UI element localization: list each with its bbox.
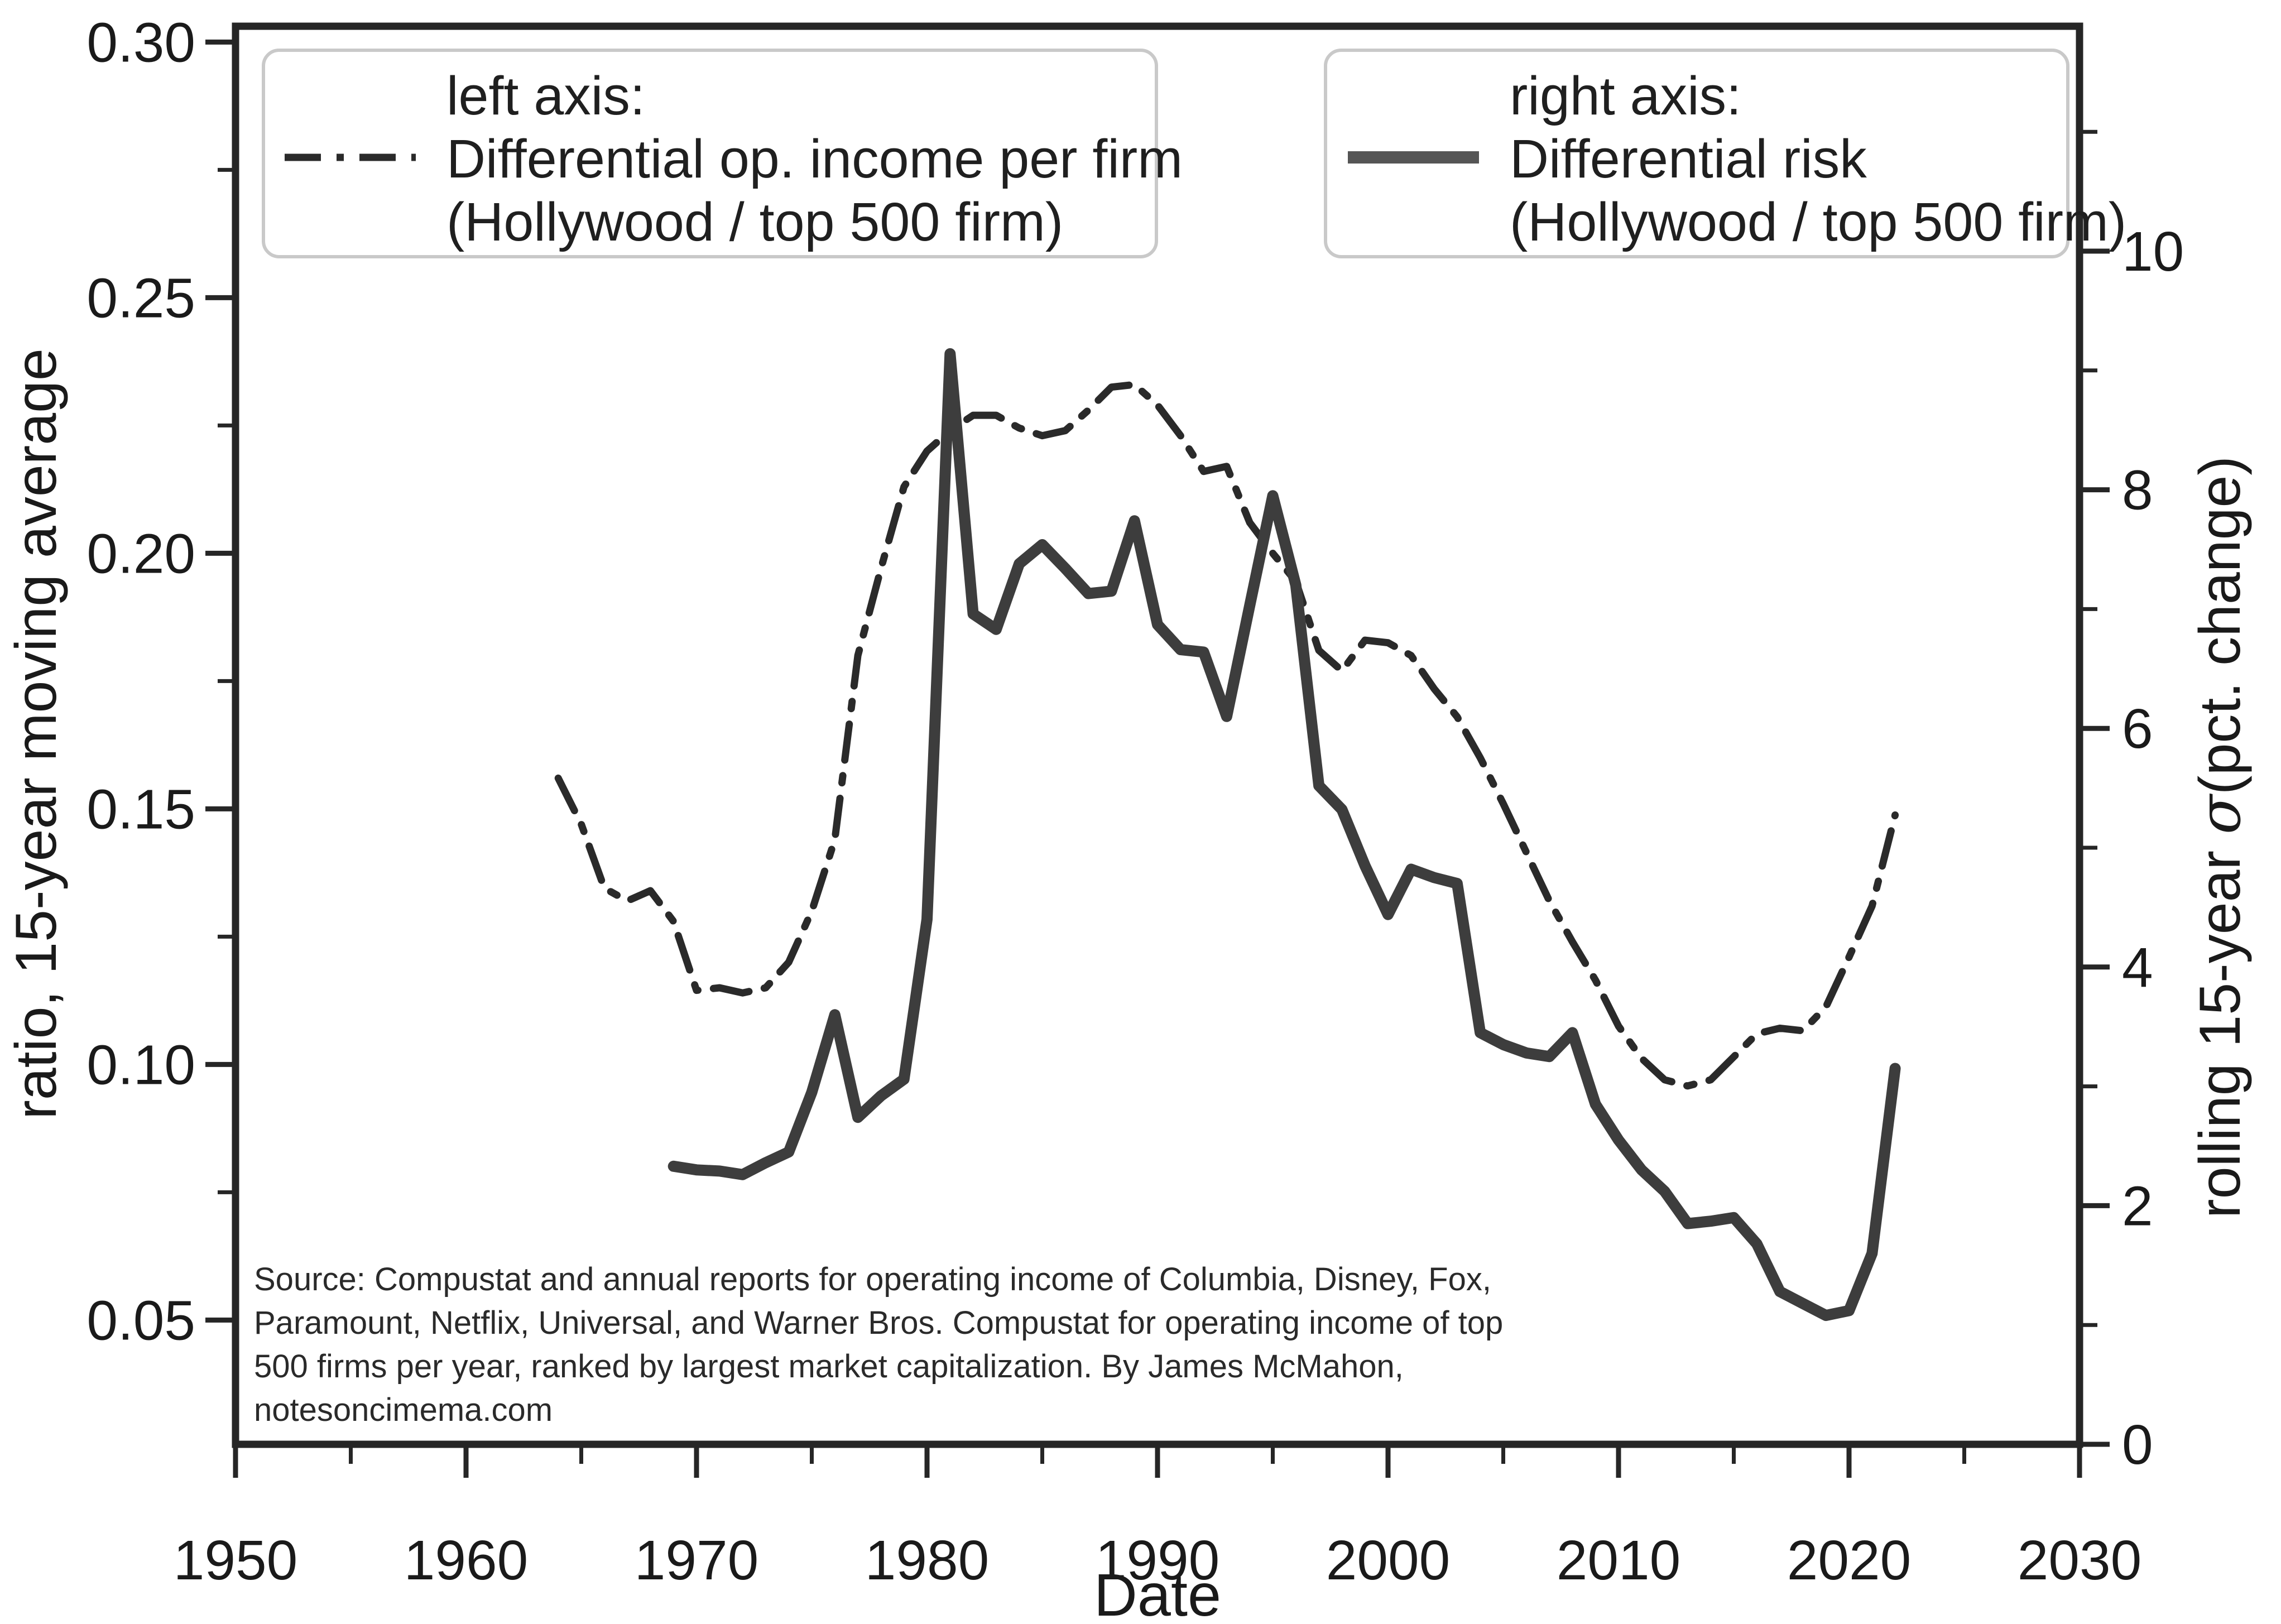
left-tick-label: 0.25 bbox=[87, 267, 195, 329]
legend-right-box bbox=[1324, 49, 2069, 258]
legend-right: right axis: Differential risk (Hollywood… bbox=[1324, 49, 2126, 258]
left-tick-label: 0.15 bbox=[87, 778, 195, 840]
right-tick-label: 8 bbox=[2122, 459, 2153, 522]
legend-right-line2: Differential risk bbox=[1510, 128, 1867, 189]
right-tick-label: 10 bbox=[2122, 220, 2184, 283]
legend-right-line3: (Hollywood / top 500 firm) bbox=[1510, 191, 2126, 252]
source-note-line2: Paramount, Netflix, Universal, and Warne… bbox=[254, 1305, 1503, 1341]
legend-left: left axis: Differential op. income per f… bbox=[262, 49, 1183, 258]
right-axis-title: rolling 15-year σ(pct. change) bbox=[2186, 456, 2254, 1218]
source-note-line1: Source: Compustat and annual reports for… bbox=[254, 1261, 1491, 1298]
left-tick-label: 0.05 bbox=[87, 1289, 195, 1352]
x-tick-label: 1990 bbox=[1096, 1529, 1219, 1592]
x-tick-label: 2030 bbox=[2018, 1529, 2141, 1592]
legend-left-line1: left axis: bbox=[446, 65, 645, 126]
source-note: Source: Compustat and annual reports for… bbox=[254, 1261, 1503, 1428]
x-axis-title: Date bbox=[1094, 1561, 1221, 1624]
x-tick-label: 1960 bbox=[404, 1529, 528, 1592]
legend-left-box bbox=[262, 49, 1158, 258]
x-tick-label: 2010 bbox=[1557, 1529, 1680, 1592]
source-note-line4: notesoncimema.com bbox=[254, 1392, 553, 1428]
right-tick-label: 4 bbox=[2122, 936, 2153, 999]
left-tick-label: 0.30 bbox=[87, 11, 195, 74]
generated-chart-content: 1950 1960 1970 1980 1990 2000 2010 2020 20300.05… bbox=[87, 11, 2184, 1592]
legend-left-line3: (Hollywood / top 500 firm) bbox=[446, 191, 1063, 252]
right-tick-label: 0 bbox=[2122, 1414, 2153, 1476]
x-tick-label: 1950 bbox=[174, 1529, 297, 1592]
legend-left-line2: Differential op. income per firm bbox=[446, 128, 1183, 189]
op-income-ratio-line bbox=[554, 381, 1899, 1090]
left-axis-title: ratio, 15-year moving average bbox=[4, 348, 69, 1119]
left-tick-label: 0.10 bbox=[87, 1034, 195, 1096]
x-tick-label: 2000 bbox=[1326, 1529, 1450, 1592]
left-tick-label: 0.20 bbox=[87, 522, 195, 585]
x-tick-label: 1970 bbox=[635, 1529, 758, 1592]
source-note-line3: 500 firms per year, ranked by largest ma… bbox=[254, 1348, 1404, 1385]
legend-right-line1: right axis: bbox=[1510, 65, 1741, 126]
x-tick-label: 1980 bbox=[865, 1529, 989, 1592]
right-tick-label: 6 bbox=[2122, 698, 2153, 760]
differential-risk-line bbox=[668, 348, 1901, 1322]
x-tick-label: 2020 bbox=[1787, 1529, 1911, 1592]
right-tick-label: 2 bbox=[2122, 1175, 2153, 1237]
